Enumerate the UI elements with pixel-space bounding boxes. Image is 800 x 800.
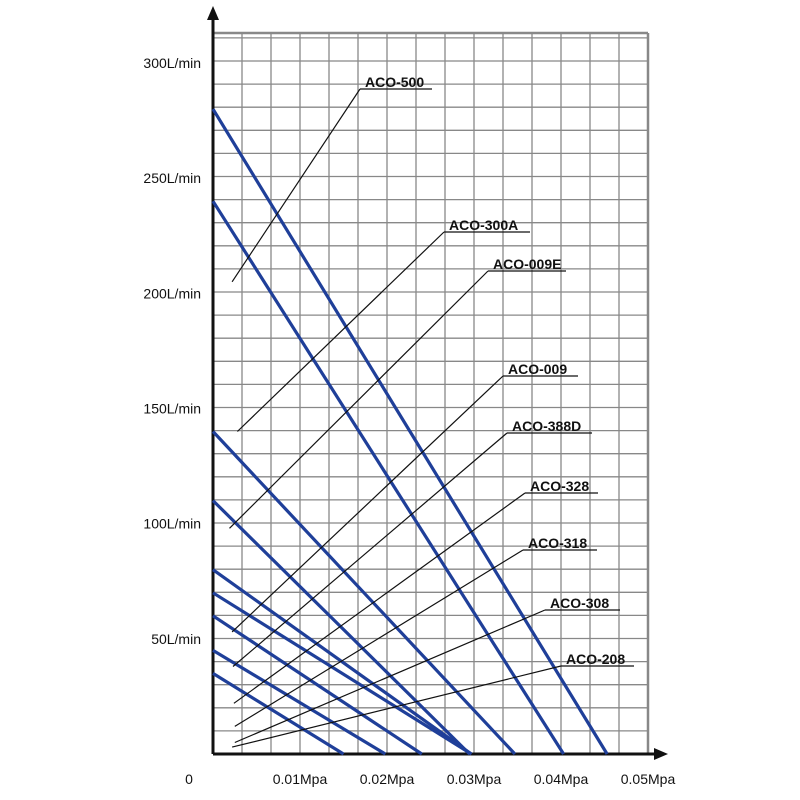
grid [213,31,650,754]
series-label-aco-328: ACO-328 [530,478,589,494]
series-line-aco-328 [212,591,473,756]
series-line-aco-500 [211,108,609,755]
y-tick-label: 300L/min [143,55,201,71]
series-label-aco-009e: ACO-009E [493,256,561,272]
x-tick-label: 0.04Mpa [534,771,589,787]
y-tick-label: 50L/min [151,631,201,647]
label-leader-aco-208 [231,665,562,748]
origin-label: 0 [185,771,193,787]
series-label-aco-318: ACO-318 [528,535,587,551]
label-leader-aco-009 [231,375,504,633]
series-label-aco-009: ACO-009 [508,361,567,377]
y-tick-label: 100L/min [143,516,201,532]
label-leader-aco-318 [234,549,524,727]
series-lines [211,108,609,756]
y-axis-arrow-icon [207,6,219,20]
series-line-aco-308 [212,649,387,756]
y-tick-label: 250L/min [143,170,201,186]
label-leader-aco-308 [234,609,546,744]
x-tick-label: 0.05Mpa [621,771,676,787]
series-line-aco-009 [211,499,471,756]
y-tick-label: 150L/min [143,401,201,417]
series-label-aco-500: ACO-500 [365,74,424,90]
label-leader-aco-388d [232,432,508,667]
x-tick-label: 0.01Mpa [273,771,328,787]
label-leader-aco-300a [236,231,445,432]
series-labels: ACO-500 ACO-300A ACO-009E ACO-009 ACO-388D AC… [365,74,625,667]
axes [207,6,668,760]
label-leader-aco-500 [231,88,361,283]
label-leaders [229,88,634,748]
x-tick-label: 0.03Mpa [447,771,502,787]
series-line-aco-388d [212,568,473,756]
label-leader-aco-009e [229,270,489,529]
x-tick-label: 0.02Mpa [360,771,415,787]
x-axis-arrow-icon [654,748,668,760]
y-tick-label: 200L/min [143,285,201,301]
series-label-aco-308: ACO-308 [550,595,609,611]
series-label-aco-388d: ACO-388D [512,418,581,434]
series-label-aco-208: ACO-208 [566,651,625,667]
series-label-aco-300a: ACO-300A [449,217,518,233]
series-line-aco-208 [212,672,345,756]
label-leader-aco-328 [233,492,526,704]
series-line-aco-009e [211,430,517,756]
series-line-aco-300a [211,200,565,755]
series-line-aco-318 [212,614,423,756]
tick-labels: 50L/min 100L/min 150L/min 200L/min 250L/min 3… [143,55,675,787]
